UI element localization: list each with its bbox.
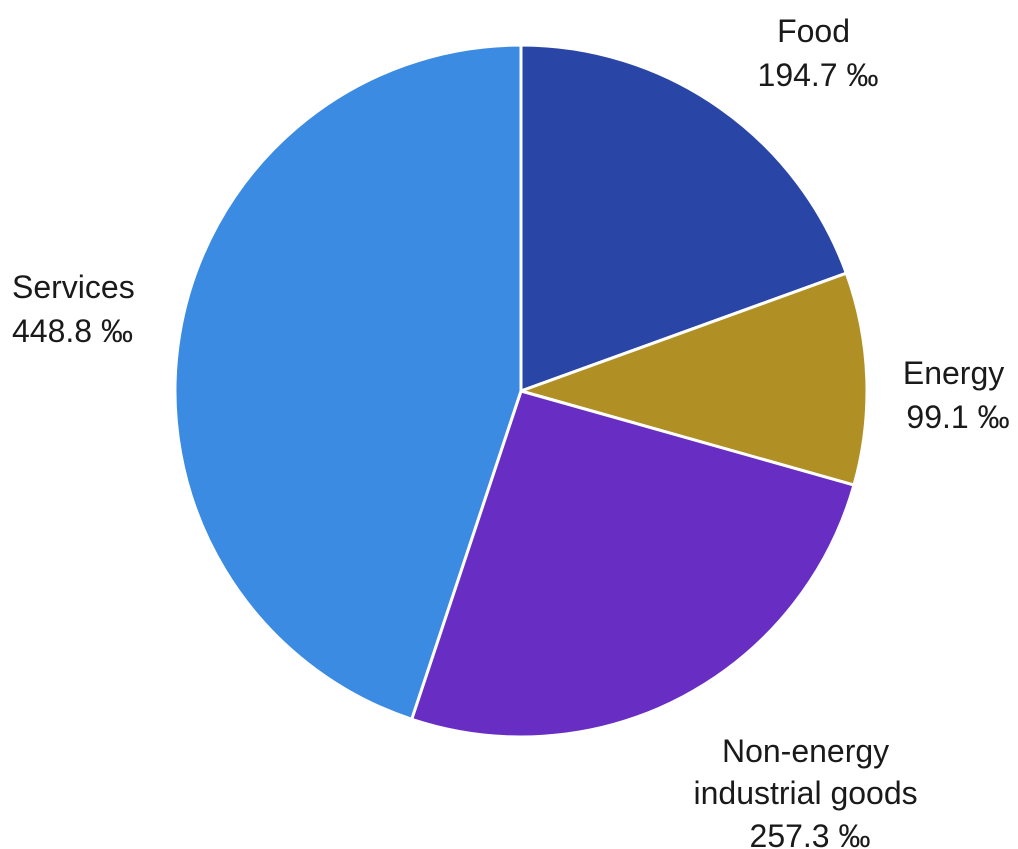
pie-slice-food <box>519 43 848 393</box>
pie-slice-non-energy-industrial-goods <box>410 389 856 739</box>
pie-slice-services <box>173 43 523 721</box>
pie-slices <box>173 43 869 739</box>
label-energy-value: 99.1 ‰ <box>906 399 1009 435</box>
label-food-value: 194.7 ‰ <box>758 57 879 93</box>
label-services-name: Services <box>12 269 135 305</box>
label-energy-name: Energy <box>903 355 1004 391</box>
pie-slice-energy <box>519 271 869 487</box>
label-services-value: 448.8 ‰ <box>12 313 133 349</box>
pie-labels: Food 194.7 ‰ Energy 99.1 ‰ Non-energy in… <box>12 13 1013 849</box>
label-non-energy-value: 257.3 ‰ <box>750 818 871 849</box>
label-services: Services 448.8 ‰ <box>12 269 144 349</box>
label-food-name: Food <box>777 13 850 49</box>
label-non-energy-name-line2: industrial goods <box>693 775 917 811</box>
label-non-energy: Non-energy industrial goods 257.3 ‰ <box>693 733 926 849</box>
label-food: Food 194.7 ‰ <box>758 13 879 93</box>
label-non-energy-name-line1: Non-energy <box>722 733 889 769</box>
label-energy: Energy 99.1 ‰ <box>903 355 1013 435</box>
